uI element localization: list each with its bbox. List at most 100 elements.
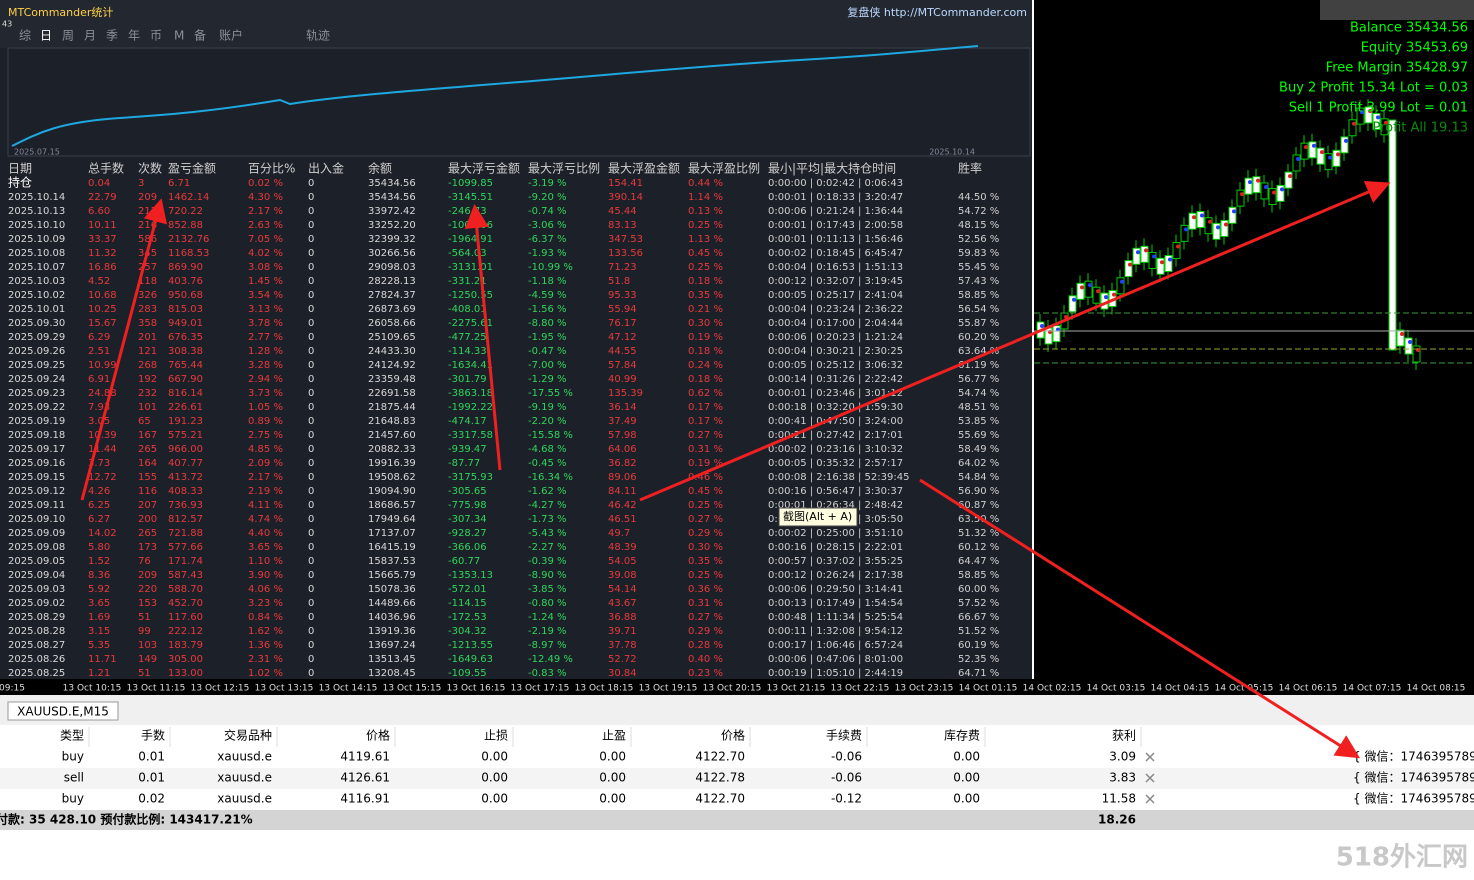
stats-cell: 2025.08.25 — [8, 668, 65, 679]
equity-chart — [7, 47, 1031, 157]
stats-cell: 99 — [138, 626, 151, 637]
stats-cell: 7.05 % — [248, 234, 283, 245]
stats-cell: 0.31 % — [688, 598, 723, 609]
stats-cell: 43.67 — [608, 598, 637, 609]
trade-marker — [1240, 192, 1244, 197]
stats-cell: 48.15 % — [958, 220, 999, 231]
stats-cell: -1.56 % — [528, 304, 567, 315]
stats-cell: 2025.09.12 — [8, 486, 65, 497]
stats-cell: 19094.90 — [368, 486, 416, 497]
orders-header-cell: 获利 — [1112, 729, 1136, 743]
stats-cell: 4.85 % — [248, 444, 283, 455]
stats-cell: 4.40 % — [248, 528, 283, 539]
orders-header-cell: 价格 — [721, 728, 745, 743]
chart-tab[interactable] — [7, 701, 119, 721]
stats-cell: 58.85 % — [958, 290, 999, 301]
stats-cell: 0.18 % — [688, 374, 723, 385]
stats-cell: 1.21 — [88, 668, 110, 679]
stats-tab[interactable]: 账户 — [219, 28, 243, 43]
stats-cell: 1.13 % — [688, 234, 723, 245]
stats-cell: 191.23 — [168, 416, 203, 427]
stats-cell: 2025.10.08 — [8, 248, 65, 259]
stats-tab[interactable]: 季 — [106, 29, 118, 43]
stats-cell: 0:00:05 | 0:25:17 | 2:41:04 — [768, 290, 903, 301]
stats-cell: -1.73 % — [528, 514, 567, 525]
stats-cell: 0:00:41 | 0:47:50 | 3:24:00 — [768, 416, 903, 427]
stats-cell: 0.31 % — [688, 444, 723, 455]
stats-cell: 2025.09.05 — [8, 556, 65, 567]
candle — [1164, 255, 1173, 273]
stats-cell: 22.79 — [88, 192, 117, 203]
stats-cell: 3.90 % — [248, 570, 283, 581]
stats-cell: 5.80 — [88, 542, 110, 553]
candle — [1340, 136, 1349, 154]
stats-cell: 812.57 — [168, 514, 203, 525]
order-cell: 0.00 — [599, 771, 626, 785]
stats-cell: 0.21 % — [688, 304, 723, 315]
close-button[interactable] — [1145, 752, 1155, 762]
stats-cell: 1.14 % — [688, 192, 723, 203]
time-label: 14 Oct 07:15 — [1343, 684, 1402, 694]
stats-header — [0, 0, 1032, 48]
stats-cell: 54.05 — [608, 556, 637, 567]
stats-cell: 0 — [308, 458, 314, 469]
stats-cell: 0:00:17 | 1:06:46 | 6:57:24 — [768, 640, 903, 651]
stats-cell: 220 — [138, 584, 157, 595]
stats-cell: 11.44 — [88, 444, 117, 455]
stats-tab[interactable]: 综 — [19, 29, 31, 43]
stats-cell: 3.78 % — [248, 318, 283, 329]
stats-cell: 118 — [138, 276, 157, 287]
stats-tab[interactable]: 备 — [194, 29, 206, 43]
stats-cell: 29098.03 — [368, 262, 416, 273]
stats-cell: 0 — [308, 584, 314, 595]
stats-cell: -305.65 — [448, 486, 487, 497]
stats-tab[interactable]: M — [174, 29, 184, 43]
order-row[interactable] — [0, 747, 1474, 768]
order-cell: 0.00 — [599, 792, 626, 806]
stats-tab[interactable]: 轨迹 — [306, 29, 330, 43]
stats-tab[interactable]: 日 — [40, 29, 52, 43]
chart-tab-label[interactable]: XAUUSD.E,M15 — [17, 705, 109, 719]
stats-cell: 66.67 % — [958, 612, 999, 623]
stats-cell: -408.01 — [448, 304, 487, 315]
stats-tab[interactable]: 币 — [150, 29, 162, 43]
trade-marker — [1144, 248, 1148, 253]
close-button[interactable] — [1145, 773, 1155, 783]
stats-cell: 452.70 — [168, 598, 203, 609]
stats-cell: 403.76 — [168, 276, 203, 287]
stats-cell: 0 — [308, 430, 314, 441]
candle — [1180, 224, 1189, 242]
order-row[interactable] — [0, 789, 1474, 810]
stats-cell: 588.70 — [168, 584, 203, 595]
stats-tab[interactable]: 年 — [128, 29, 140, 43]
stats-cell: 3.05 — [88, 416, 110, 427]
stats-cell: 44.55 — [608, 346, 637, 357]
stats-cell: -8.80 % — [528, 318, 567, 329]
stats-cell: 2.17 % — [248, 472, 283, 483]
stats-cell: 950.68 — [168, 290, 203, 301]
candle — [1380, 118, 1389, 136]
stats-header-cell: 盈亏金额 — [168, 161, 216, 176]
stats-cell: 19916.39 — [368, 458, 416, 469]
stats-cell: 0.13 % — [688, 206, 723, 217]
stats-cell: 56.54 % — [958, 304, 999, 315]
stats-cell: 40.99 — [608, 374, 637, 385]
time-label: 13 Oct 19:15 — [639, 684, 698, 694]
site-link[interactable]: 复盘侠 http://MTCommander.com — [847, 5, 1027, 19]
close-button[interactable] — [1145, 794, 1155, 804]
stats-cell: 1.05 % — [248, 402, 283, 413]
candle — [1372, 112, 1381, 130]
stats-tab[interactable]: 周 — [62, 29, 74, 43]
stats-cell: 0.46 % — [688, 472, 723, 483]
orders-header-cell: 价格 — [366, 728, 390, 743]
stats-cell: 27824.37 — [368, 290, 416, 301]
order-cell: 3.09 — [1109, 750, 1136, 764]
stats-cell: -1.24 % — [528, 612, 567, 623]
stats-cell: 6.60 — [88, 206, 110, 217]
stats-cell: 60.12 % — [958, 542, 999, 553]
stats-tab[interactable]: 月 — [84, 29, 96, 43]
order-row[interactable] — [0, 768, 1474, 789]
stats-cell: 1.69 — [88, 612, 110, 623]
arrow — [639, 180, 1391, 502]
stats-cell: 57.84 — [608, 360, 637, 371]
